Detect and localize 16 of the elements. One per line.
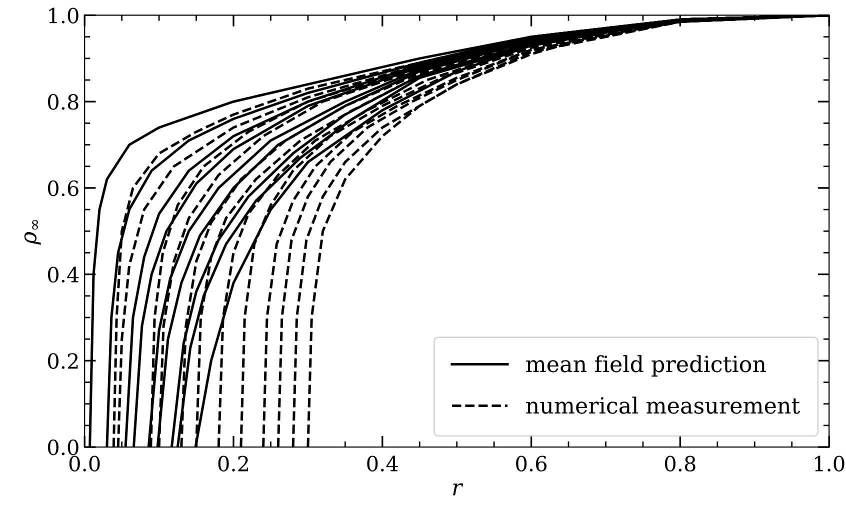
legend-label: numerical measurement xyxy=(526,396,800,414)
x-tick-label: 1.0 xyxy=(815,456,844,472)
y-tick-label: 0.0 xyxy=(48,439,78,456)
y-tick-label: 0.2 xyxy=(48,353,78,369)
legend-label: mean field prediction xyxy=(526,355,766,377)
x-axis-title: r xyxy=(453,483,464,496)
y-tick-label: 1.0 xyxy=(49,8,78,24)
x-tick-label: 0.4 xyxy=(367,456,398,472)
y-tick-label: 0.8 xyxy=(48,94,78,110)
y-tick-label: 0.6 xyxy=(48,180,78,196)
x-tick-label: 0.6 xyxy=(516,456,547,472)
x-tick-label: 0.8 xyxy=(664,456,696,472)
x-tick-label: 0.2 xyxy=(218,456,248,472)
x-tick-label: 0.0 xyxy=(69,456,100,472)
y-tick-label: 0.4 xyxy=(48,266,79,283)
y-axis-title: ρ$_{∞}$ xyxy=(24,220,41,245)
